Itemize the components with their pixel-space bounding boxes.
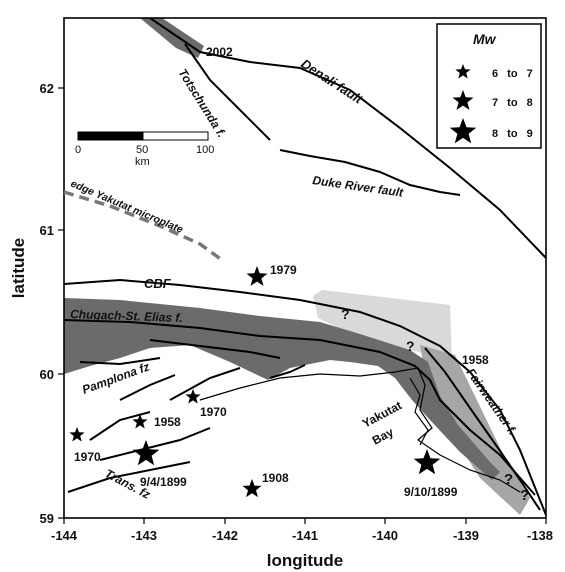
coast-line	[199, 367, 521, 493]
label-2002: 2002	[206, 45, 233, 59]
quake-star-1979	[246, 266, 268, 286]
quake-star-1970b	[69, 427, 85, 442]
scale-bar-black	[77, 131, 144, 141]
x-tick-label: -141	[292, 528, 318, 543]
scale-tick-50: 50	[136, 144, 148, 156]
y-tick-label: 61	[40, 223, 54, 238]
pamplona-fault-2	[169, 367, 241, 401]
legend-star-medium-icon	[452, 90, 474, 110]
yakutat-bay-inlet	[409, 377, 429, 446]
quake-star-1908	[242, 479, 262, 498]
scale-tick-100: 100	[196, 144, 214, 156]
totschunda-fault-line	[184, 43, 271, 141]
duke-river-fault-line	[279, 149, 461, 196]
trans-fault-2	[99, 427, 211, 461]
label-1979: 1979	[270, 263, 297, 277]
label-1970a: 1970	[200, 405, 227, 419]
label-yakutat-bay-1: Yakutat	[360, 398, 404, 430]
rupture-zone-light	[313, 290, 452, 360]
label-yakutat-bay-2: Bay	[370, 425, 396, 448]
y-axis-label: latitude	[9, 238, 28, 298]
label-1958b: 1958	[462, 353, 489, 367]
label-denali: Denali fault	[298, 56, 365, 107]
scale-unit: km	[135, 156, 150, 168]
legend-title: Mw	[473, 31, 497, 47]
quake-star-1970a	[185, 389, 201, 404]
earthquakes	[69, 266, 441, 498]
label-yakutat-edge: edge Yakutat microplate	[69, 178, 185, 236]
label-1899a: 9/4/1899	[140, 475, 187, 489]
x-tick-label: -142	[212, 528, 238, 543]
legend-label-small: 6 to 7	[492, 68, 533, 80]
yakutat-edge-dashed-line	[63, 190, 224, 262]
legend-box	[436, 23, 542, 149]
label-1899b: 9/10/1899	[404, 485, 458, 499]
legend-label-large: 8 to 9	[492, 128, 533, 140]
x-tick-label: -143	[131, 528, 157, 543]
inner-fault-1	[149, 339, 281, 359]
trans-fault-1	[67, 461, 191, 493]
scale-bar: 0 50 100 km	[75, 131, 214, 168]
rupture-zone-mid	[420, 345, 530, 515]
axis-ticks	[58, 87, 547, 524]
label-question-1: ?	[341, 306, 350, 322]
pamplona-fault-1	[119, 374, 176, 401]
legend: Mw 6 to 7 7 to 8 8 to 9	[436, 23, 542, 149]
y-tick-label: 62	[40, 81, 54, 96]
quake-star-1899a	[132, 440, 160, 466]
label-1908: 1908	[262, 471, 289, 485]
legend-star-large-icon	[449, 118, 477, 144]
quake-star-1899b	[413, 449, 441, 475]
label-question-3: ?	[504, 471, 513, 488]
x-axis-label: longitude	[267, 551, 343, 570]
label-question-4: ?	[520, 487, 529, 504]
scale-tick-0: 0	[75, 144, 81, 156]
y-tick-label: 59	[40, 511, 54, 526]
denali-fault-line	[149, 18, 546, 259]
label-1958a: 1958	[154, 415, 181, 429]
x-tick-labels: -144 -143 -142 -141 -140 -139 -138	[51, 528, 553, 543]
legend-label-medium: 7 to 8	[492, 97, 533, 109]
label-chugach: Chugach-St. Elias f.	[70, 307, 183, 325]
y-tick-label: 60	[40, 367, 54, 382]
label-cbf: CBF	[144, 276, 172, 291]
x-tick-label: -139	[453, 528, 479, 543]
label-question-2: ?	[406, 338, 415, 354]
inner-fault-3	[269, 364, 306, 379]
quake-star-1958a	[132, 414, 148, 429]
cbf-line	[64, 278, 546, 516]
x-tick-label: -144	[51, 528, 78, 543]
rupture-zone-2002	[140, 18, 204, 58]
legend-star-small-icon	[455, 64, 471, 79]
fairweather-fault-line	[424, 347, 541, 511]
label-1970b: 1970	[74, 450, 101, 464]
chugach-fault-line	[64, 319, 536, 496]
x-tick-label: -140	[372, 528, 398, 543]
label-totschunda: Totschunda f.	[175, 66, 228, 140]
y-tick-labels: 62 61 60 59	[40, 81, 54, 526]
fault-lines	[64, 18, 546, 516]
x-tick-label: -138	[527, 528, 553, 543]
scale-bar-white	[142, 131, 209, 141]
inner-fault-2	[79, 357, 161, 366]
